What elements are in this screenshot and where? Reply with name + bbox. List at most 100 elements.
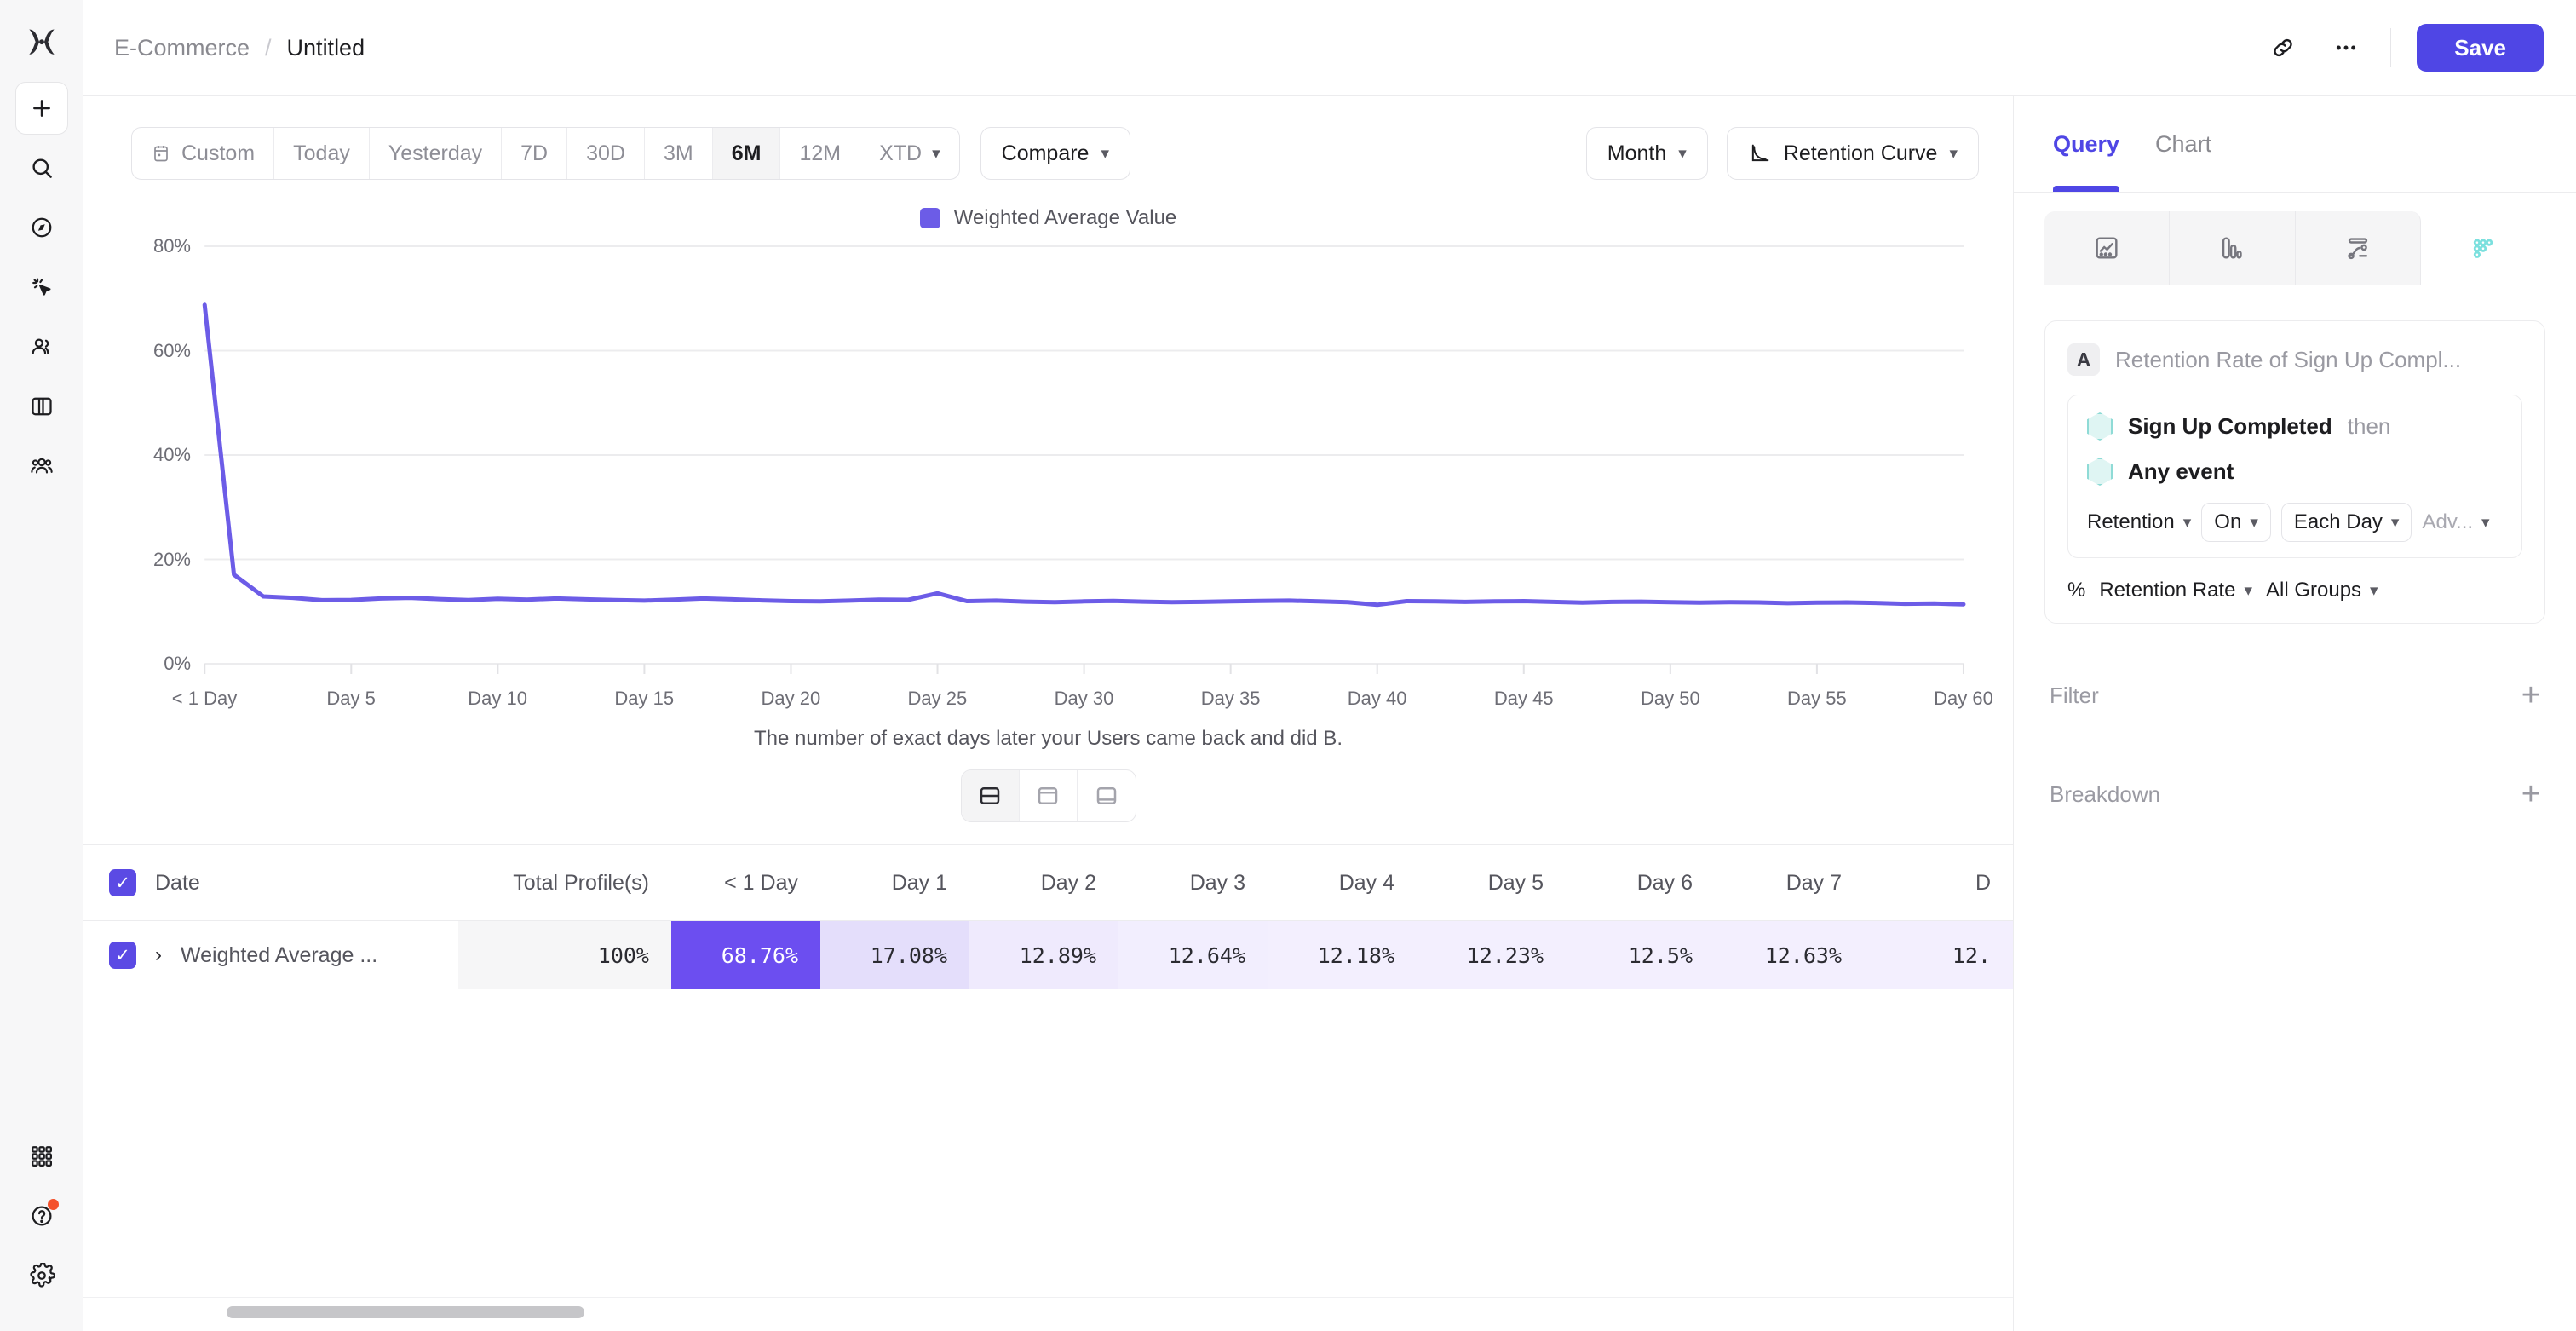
date-range-7d[interactable]: 7D (502, 128, 568, 179)
chevron-down-icon: ▾ (1101, 144, 1110, 163)
scrollbar-thumb[interactable] (227, 1306, 584, 1318)
x-axis-labels: < 1 Day Day 5 Day 10 Day 15 Day 20 Day 25 Day … (172, 681, 1993, 717)
retention-type-select[interactable]: Retention ▾ (2087, 510, 2191, 534)
users-button[interactable] (15, 320, 68, 373)
viz-flows-button[interactable] (2295, 211, 2421, 285)
advanced-select[interactable]: Adv... ▾ (2422, 510, 2489, 534)
query-event-row-1[interactable]: Sign Up Completed then (2087, 412, 2503, 441)
table-cell-value[interactable]: 100% (458, 920, 671, 989)
boards-button[interactable] (15, 380, 68, 433)
table-header-day-7[interactable]: Day 7 (1715, 845, 1864, 921)
compare-button[interactable]: Compare ▾ (980, 127, 1131, 180)
table-only-toggle[interactable] (1078, 770, 1136, 821)
legend-label[interactable]: Weighted Average Value (953, 206, 1177, 229)
table-header-day-2[interactable]: Day 2 (969, 845, 1118, 921)
date-range-3m[interactable]: 3M (645, 128, 713, 179)
link-icon[interactable] (2264, 29, 2302, 66)
table-header-day-5[interactable]: Day 5 (1417, 845, 1566, 921)
table-cell-value[interactable]: 12.5% (1566, 920, 1715, 989)
add-breakdown-button[interactable]: + (2521, 776, 2540, 812)
calendar-icon (154, 146, 168, 162)
table-cell-value[interactable]: 12.89% (969, 920, 1118, 989)
table-header-d[interactable]: D (1864, 845, 2013, 921)
date-range-xtd[interactable]: XTD ▾ (860, 128, 959, 179)
table-header-day-6[interactable]: Day 6 (1566, 845, 1715, 921)
metric-select[interactable]: Retention Rate ▾ (2099, 579, 2252, 602)
tab-query[interactable]: Query (2053, 96, 2120, 192)
table-header-1-day[interactable]: < 1 Day (671, 845, 820, 921)
date-range-6m[interactable]: 6M (712, 128, 781, 179)
notification-badge (47, 1199, 59, 1210)
table-header-day-4[interactable]: Day 4 (1268, 845, 1417, 921)
query-inner: Sign Up Completed then Any event Retenti… (2067, 395, 2522, 558)
search-button[interactable] (15, 141, 68, 194)
events-button[interactable] (15, 261, 68, 314)
table-cell-value[interactable]: 12.63% (1715, 920, 1864, 989)
retention-on-select[interactable]: On ▾ (2201, 503, 2271, 542)
x-axis-tick-label: Day 10 (468, 688, 528, 709)
chevron-down-icon: ▾ (2390, 513, 2400, 532)
event-connector: then (2347, 413, 2391, 439)
advanced-label: Adv... (2422, 510, 2474, 533)
compare-label: Compare (1001, 141, 1090, 165)
x-axis-tick-label: Day 5 (326, 688, 376, 709)
viz-funnel-button[interactable] (2170, 211, 2296, 285)
save-button[interactable]: Save (2417, 24, 2544, 72)
select-all-checkbox[interactable]: ✓ (109, 869, 136, 896)
date-range-12m[interactable]: 12M (780, 128, 861, 179)
tab-chart[interactable]: Chart (2155, 130, 2212, 157)
explore-button[interactable] (15, 201, 68, 254)
row-checkbox[interactable]: ✓ (109, 942, 136, 969)
chart-plot-area[interactable]: 0% 20% 40% 60% 80% (118, 235, 1979, 681)
table-row[interactable]: ✓ › Weighted Average ... 100% 68.76% 17.08% 12… (83, 920, 2013, 990)
table-cell-date[interactable]: ✓ › Weighted Average ... (83, 921, 458, 990)
table-cell-value[interactable]: 17.08% (820, 920, 969, 989)
retention-on-label: On (2214, 510, 2242, 533)
table-header-day-3[interactable]: Day 3 (1118, 845, 1268, 921)
settings-button[interactable] (15, 1249, 68, 1302)
date-range-yesterday[interactable]: Yesterday (370, 128, 503, 179)
viz-line-chart-button[interactable] (2044, 211, 2171, 285)
date-range-30d[interactable]: 30D (567, 128, 645, 179)
x-axis-tick-label: Day 40 (1347, 688, 1407, 709)
chevron-down-icon: ▾ (1949, 144, 1958, 163)
breadcrumb-parent[interactable]: E-Commerce (114, 34, 250, 60)
horizontal-scrollbar[interactable] (83, 1297, 2013, 1331)
x-axis-tick-label: < 1 Day (171, 688, 238, 709)
y-axis-tick-label: 0% (164, 653, 191, 674)
interval-select[interactable]: Month ▾ (1585, 127, 1708, 180)
x-axis-tick-label: Day 25 (907, 688, 968, 709)
table-cell-value[interactable]: 12.23% (1417, 920, 1566, 989)
groups-select[interactable]: All Groups ▾ (2266, 579, 2378, 602)
split-view-toggle[interactable] (961, 770, 1020, 821)
expand-row-icon[interactable]: › (155, 943, 162, 966)
ellipsis-icon[interactable] (2327, 29, 2365, 66)
table-cell-value[interactable]: 68.76% (671, 920, 820, 989)
table-cell-value[interactable]: 12.18% (1268, 920, 1417, 989)
chevron-down-icon: ▾ (2182, 513, 2192, 532)
table-cell-value[interactable]: 12. (1864, 920, 2013, 989)
help-button[interactable] (15, 1190, 68, 1242)
date-range-custom[interactable]: Custom (132, 128, 275, 179)
table-header-day-1[interactable]: Day 1 (820, 845, 969, 921)
top-bar: E-Commerce / Untitled Save (83, 0, 2576, 96)
table-cell-value[interactable]: 12.64% (1118, 920, 1268, 989)
add-filter-button[interactable]: + (2521, 677, 2540, 713)
cohorts-button[interactable] (15, 440, 68, 493)
viz-retention-button[interactable] (2420, 211, 2545, 285)
breadcrumb-current[interactable]: Untitled (286, 34, 365, 60)
chart-toolbar-right: Month ▾ Retention Curve ▾ (1585, 127, 1979, 180)
apps-button[interactable] (15, 1130, 68, 1183)
query-event-row-2[interactable]: Any event (2087, 458, 2503, 486)
query-title[interactable]: Retention Rate of Sign Up Compl... (2115, 346, 2462, 372)
chevron-down-icon: ▾ (2370, 581, 2378, 600)
new-button[interactable] (14, 82, 68, 135)
retention-interval-select[interactable]: Each Day ▾ (2280, 503, 2412, 542)
table-header-date[interactable]: ✓ Date (83, 845, 458, 921)
chart-container: Weighted Average Value 0% 20% 40% 60% 80% < … (83, 180, 2013, 751)
table-header-total-profile-s[interactable]: Total Profile(s) (458, 845, 671, 921)
chart-only-toggle[interactable] (1020, 770, 1078, 821)
date-range-today[interactable]: Today (274, 128, 370, 179)
retention-type-label: Retention (2087, 510, 2175, 533)
chart-type-select[interactable]: Retention Curve ▾ (1726, 127, 1979, 180)
